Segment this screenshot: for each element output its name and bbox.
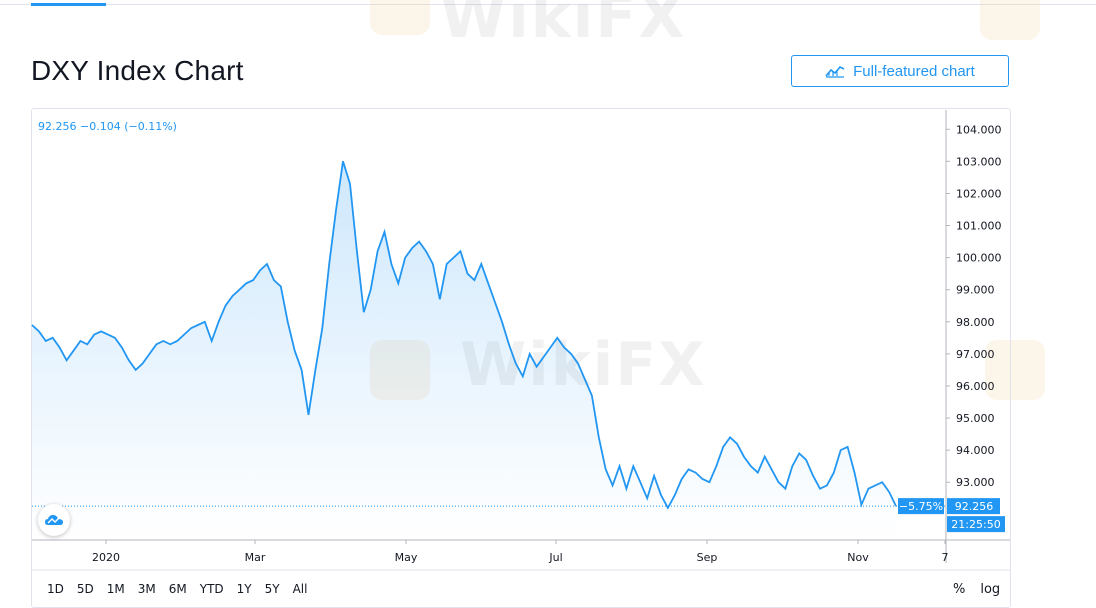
range-button-6m[interactable]: 6M (168, 582, 187, 596)
watermark-text: WikiFX (440, 0, 687, 52)
change-badge: −5.75% (899, 500, 943, 513)
y-tick-label: 100.000 (956, 252, 1002, 265)
y-tick-label: 93.000 (956, 476, 995, 489)
y-tick-label: 101.000 (956, 220, 1002, 233)
countdown-badge-bg (947, 516, 1005, 533)
active-tab-indicator (31, 3, 106, 6)
countdown-badge: 21:25:50 (951, 518, 1000, 531)
range-button-5d[interactable]: 5D (76, 582, 94, 596)
x-tick-label: May (395, 551, 418, 564)
x-tick-label: 7 (942, 551, 949, 564)
y-tick-label: 98.000 (956, 316, 995, 329)
percent-scale-toggle[interactable]: % (953, 582, 966, 597)
x-tick-label: Jul (548, 551, 562, 564)
x-tick-label: Mar (245, 551, 266, 564)
range-button-1y[interactable]: 1Y (236, 582, 252, 596)
range-selector: 1D 5D 1M 3M 6M YTD 1Y 5Y All (47, 582, 320, 596)
range-button-all[interactable]: All (292, 582, 308, 596)
range-button-5y[interactable]: 5Y (264, 582, 280, 596)
range-button-ytd[interactable]: YTD (199, 582, 224, 596)
y-tick-label: 96.000 (956, 380, 995, 393)
y-tick-label: 95.000 (956, 412, 995, 425)
y-tick-label: 102.000 (956, 187, 1002, 200)
log-scale-toggle[interactable]: log (980, 582, 1001, 597)
page-title: DXY Index Chart (31, 55, 244, 86)
watermark-badge (980, 0, 1040, 40)
x-tick-label: Nov (847, 551, 869, 564)
range-button-3m[interactable]: 3M (137, 582, 156, 596)
full-featured-chart-label: Full-featured chart (853, 62, 975, 80)
full-featured-chart-button[interactable]: Full-featured chart (791, 55, 1009, 87)
watermark-badge (370, 0, 430, 35)
cloud-logo-icon (45, 515, 63, 525)
x-tick-label: 2020 (92, 551, 120, 564)
y-tick-label: 94.000 (956, 444, 995, 457)
last-price-badge: 92.256 (955, 500, 994, 513)
series-line (31, 161, 897, 510)
x-tick-label: Sep (697, 551, 718, 564)
chart-icon (825, 66, 845, 78)
range-button-1m[interactable]: 1M (106, 582, 125, 596)
y-tick-label: 103.000 (956, 155, 1002, 168)
last-price-badge-bg (947, 498, 1000, 515)
change-badge-bg (898, 498, 944, 515)
y-tick-label: 99.000 (956, 284, 995, 297)
range-button-1d[interactable]: 1D (47, 582, 64, 596)
top-rule (0, 4, 1096, 5)
watermark-badge (985, 340, 1045, 400)
y-tick-label: 104.000 (956, 123, 1002, 136)
tradingview-logo-button[interactable] (38, 504, 70, 536)
series-area (32, 161, 896, 541)
scale-options: % log (953, 582, 1015, 597)
price-legend: 92.256 −0.104 (−0.11%) (38, 120, 177, 133)
y-tick-label: 97.000 (956, 348, 995, 361)
